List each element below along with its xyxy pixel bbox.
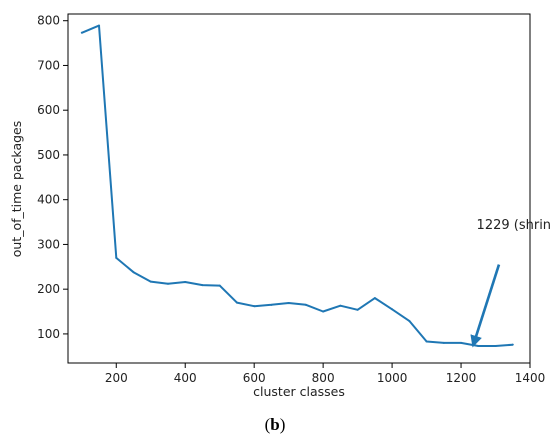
data-point xyxy=(253,305,256,308)
x-tick-label: 400 xyxy=(174,371,197,385)
x-tick-label: 1200 xyxy=(446,371,477,385)
data-point xyxy=(201,284,204,287)
data-point xyxy=(408,319,411,322)
x-axis-ticks: 200 400 600 800 1000 1200 1400 xyxy=(105,363,545,385)
data-point xyxy=(494,344,497,347)
plot-area xyxy=(67,13,531,364)
data-point xyxy=(425,340,428,343)
data-point xyxy=(322,310,325,313)
data-point xyxy=(511,343,514,346)
y-tick-label: 500 xyxy=(37,148,60,162)
data-point xyxy=(356,308,359,311)
data-point xyxy=(270,303,273,306)
data-points xyxy=(80,24,514,347)
data-point xyxy=(477,344,480,347)
y-axis-ticks: 100 200 300 400 500 600 700 800 xyxy=(37,14,68,341)
data-point xyxy=(442,341,445,344)
caption-open: ( xyxy=(265,415,271,434)
y-tick-label: 200 xyxy=(37,282,60,296)
data-point xyxy=(98,24,101,27)
data-point xyxy=(218,284,221,287)
data-point xyxy=(460,341,463,344)
series-line xyxy=(81,24,513,347)
caption-letter: b xyxy=(270,415,279,434)
x-axis-label: cluster classes xyxy=(253,384,345,399)
data-point xyxy=(339,304,342,307)
y-axis-label: out_of_time packages xyxy=(9,121,24,258)
subfigure-caption: (b) xyxy=(265,415,286,434)
data-point xyxy=(115,256,118,259)
y-tick-label: 700 xyxy=(37,58,60,72)
y-tick-label: 300 xyxy=(37,237,60,251)
y-tick-label: 600 xyxy=(37,103,60,117)
data-point xyxy=(80,31,83,34)
annotation-label: 1229 (shrink70%) xyxy=(477,218,550,233)
y-tick-label: 100 xyxy=(37,327,60,341)
x-tick-label: 600 xyxy=(243,371,266,385)
data-point xyxy=(391,308,394,311)
data-point xyxy=(304,303,307,306)
data-point xyxy=(132,271,135,274)
x-tick-label: 1400 xyxy=(515,371,546,385)
data-point xyxy=(166,282,169,285)
data-point xyxy=(184,281,187,284)
data-point xyxy=(287,302,290,305)
annotation-arrow xyxy=(470,264,501,348)
data-point xyxy=(149,280,152,283)
y-tick-label: 800 xyxy=(37,14,60,28)
x-tick-label: 200 xyxy=(105,371,128,385)
y-tick-label: 400 xyxy=(37,193,60,207)
x-tick-label: 800 xyxy=(312,371,335,385)
x-tick-label: 1000 xyxy=(377,371,408,385)
caption-close: ) xyxy=(280,415,286,434)
data-point xyxy=(373,297,376,300)
data-point xyxy=(235,301,238,304)
